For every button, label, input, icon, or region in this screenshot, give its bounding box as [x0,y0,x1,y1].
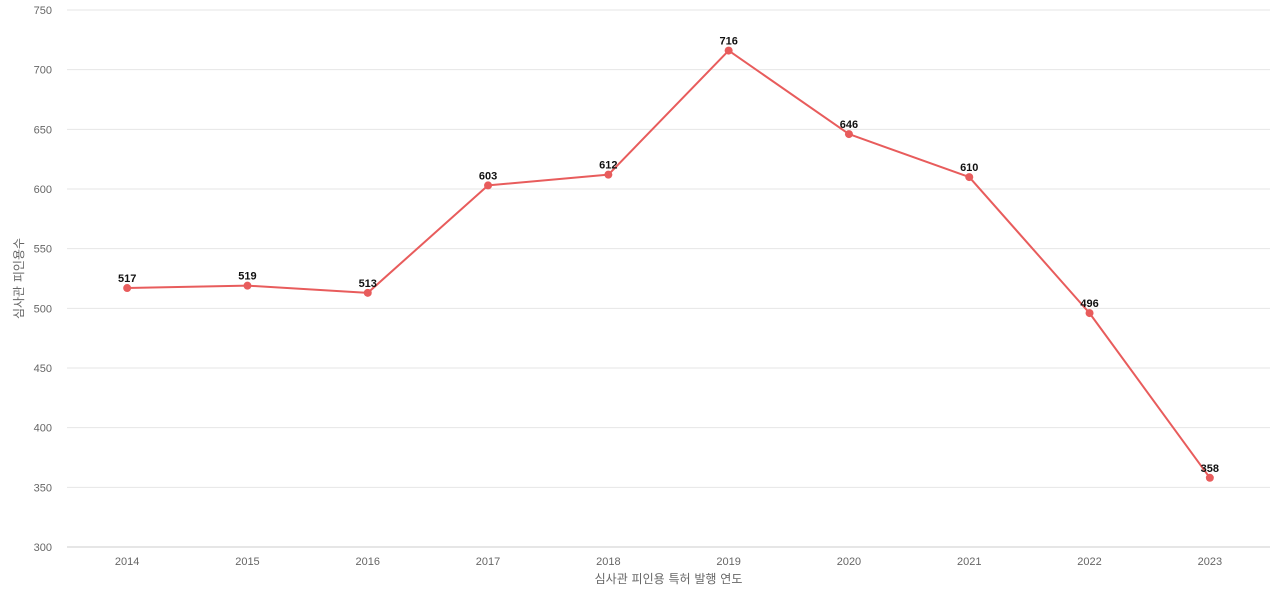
series-line [127,49,1211,479]
x-tick-label: 2015 [235,556,259,568]
y-tick-label: 450 [34,363,52,375]
y-tick-label: 300 [34,542,52,554]
data-point[interactable] [243,281,252,290]
x-axis-title: 심사관 피인용 특허 발행 연도 [595,571,743,586]
x-tick-label: 2017 [476,556,500,568]
x-axis-ticks: 2014 2015 2016 2017 2018 2019 2020 2021 2022 2023 [115,556,1222,568]
data-point[interactable] [363,288,372,297]
y-axis-title: 심사관 피인용수 [12,238,26,319]
data-label: 517 [118,273,136,285]
x-tick-label: 2023 [1198,556,1222,568]
data-label: 612 [599,160,617,172]
x-tick-label: 2020 [837,556,861,568]
data-point[interactable] [724,46,733,55]
series [123,46,1214,482]
data-label: 496 [1080,298,1098,310]
x-tick-label: 2014 [115,556,139,568]
data-label: 358 [1201,463,1219,475]
x-tick-label: 2019 [716,556,740,568]
x-tick-label: 2018 [596,556,620,568]
y-tick-label: 600 [34,184,52,196]
y-tick-label: 550 [34,244,52,256]
x-tick-label: 2016 [356,556,380,568]
y-axis-ticks: 300 350 400 450 500 550 600 650 700 750 [34,5,52,554]
y-tick-label: 750 [34,5,52,17]
x-tick-label: 2022 [1077,556,1101,568]
data-label: 519 [238,271,256,283]
data-label: 603 [479,170,497,182]
x-tick-label: 2021 [957,556,981,568]
data-point[interactable] [965,173,974,182]
data-label: 610 [960,162,978,174]
data-label: 716 [719,36,737,48]
data-point[interactable] [1205,473,1214,482]
y-tick-label: 400 [34,423,52,435]
y-tick-label: 650 [34,124,52,136]
y-tick-label: 350 [34,482,52,494]
data-labels: 517 519 513 603 612 716 646 610 496 358 [118,36,1219,475]
y-tick-label: 700 [34,65,52,77]
data-point[interactable] [604,170,613,179]
y-tick-label: 500 [34,303,52,315]
gridlines [67,9,1270,548]
data-label: 513 [359,278,377,290]
data-label: 646 [840,119,858,131]
data-point[interactable] [844,130,853,139]
data-point[interactable] [123,284,132,293]
data-point[interactable] [484,181,493,190]
data-point[interactable] [1085,309,1094,318]
